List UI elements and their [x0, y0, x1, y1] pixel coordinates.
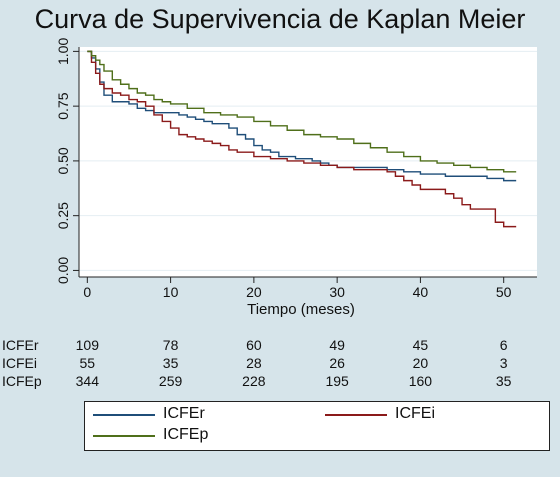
x-tick-label: 10 — [163, 284, 179, 300]
y-tick-label: 0.25 — [55, 202, 71, 229]
y-tick-label: 1.00 — [55, 38, 71, 65]
grid — [79, 50, 537, 271]
x-tick-label: 30 — [329, 284, 345, 300]
series-icfep-curve — [87, 50, 517, 173]
y-tick-label: 0.50 — [55, 147, 71, 174]
x-axis-label: Tiempo (meses) — [247, 301, 355, 318]
plot-area — [79, 47, 537, 277]
legend-label: ICFEp — [163, 426, 209, 443]
km-chart: 0.00 0.25 0.50 0.75 1.00 0 10 20 30 40 50 Tiempo (… — [55, 38, 537, 318]
legend-label: ICFEr — [163, 405, 205, 422]
x-tick-label: 0 — [83, 284, 91, 300]
x-tick-label: 20 — [246, 284, 262, 300]
legend-swatch — [325, 414, 387, 416]
series-icfei-curve — [87, 50, 517, 228]
legend-swatch — [93, 414, 155, 416]
y-tick-label: 0.75 — [55, 92, 71, 119]
legend-swatch — [93, 435, 155, 437]
x-tick-label: 40 — [413, 284, 429, 300]
chart-title: Curva de Supervivencia de Kaplan Meier — [34, 4, 526, 34]
legend: ICFEr ICFEi ICFEp — [84, 401, 550, 451]
legend-label: ICFEi — [395, 405, 435, 422]
y-tick-label: 0.00 — [55, 257, 71, 284]
x-tick-label: 50 — [496, 284, 512, 300]
axes: 0.00 0.25 0.50 0.75 1.00 0 10 20 30 40 50 — [55, 38, 537, 300]
series-layer — [87, 50, 517, 228]
